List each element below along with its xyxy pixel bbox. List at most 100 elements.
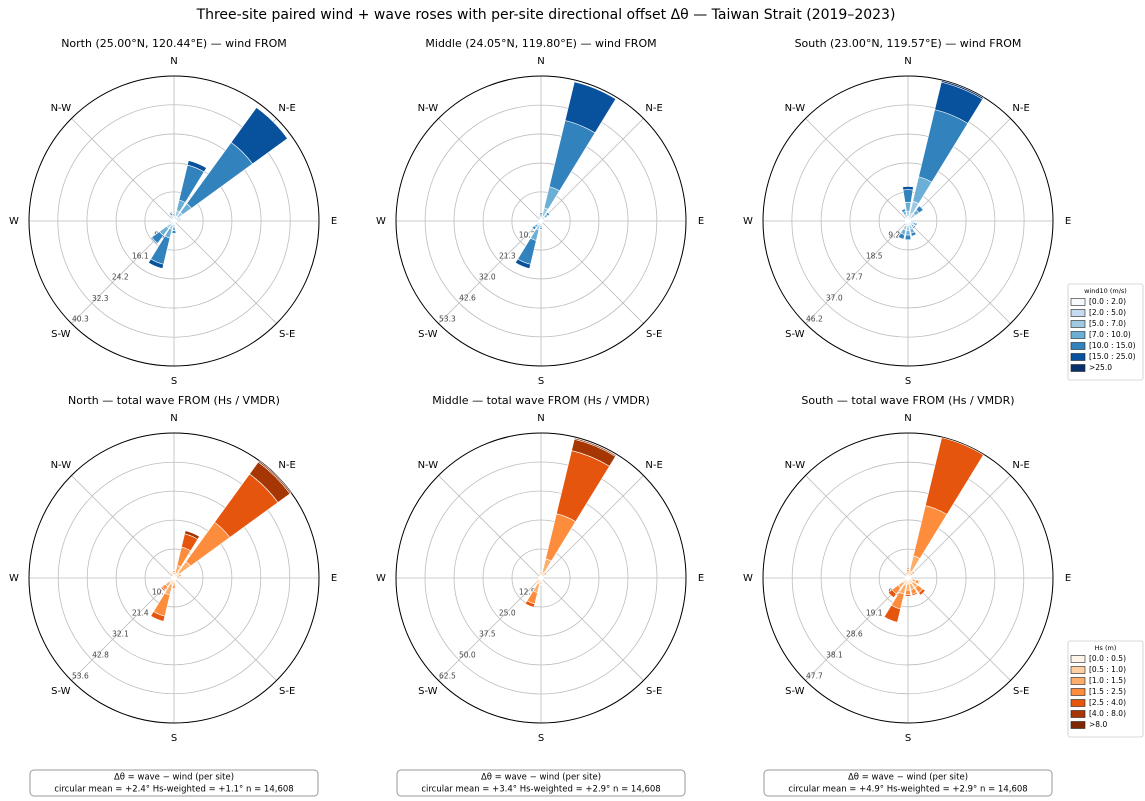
- grid-ring: [482, 519, 600, 637]
- rose-segment: [539, 212, 543, 216]
- grid-ring: [849, 519, 967, 637]
- legend-swatch: [1070, 688, 1086, 696]
- legend-box: [1067, 640, 1144, 738]
- legend-label: [5.0 : 7.0): [1089, 319, 1126, 328]
- grid-ring: [115, 162, 233, 280]
- radial-tick-label: 25.0: [499, 609, 516, 618]
- spoke: [907, 220, 1011, 324]
- legend-label: [7.0 : 10.0): [1089, 330, 1131, 339]
- rose-segment: [883, 604, 901, 623]
- radial-tick-label: 37.0: [826, 294, 843, 303]
- annotation-line: circular mean = +3.4° Hs-weighted = +2.9…: [421, 785, 660, 795]
- direction-label: S-W: [418, 329, 438, 340]
- rose-segment: [545, 211, 551, 217]
- direction-label: N-E: [645, 460, 662, 471]
- subplot-title: Middle — total wave FROM (Hs / VMDR): [432, 394, 650, 407]
- legend-label: [1.5 : 2.5): [1089, 687, 1126, 696]
- legend-swatch: [1070, 298, 1086, 306]
- rose-segment: [902, 189, 914, 203]
- direction-label: S-W: [51, 329, 71, 340]
- rose-segment: [257, 460, 292, 495]
- radial-tick-label: 32.0: [479, 273, 496, 282]
- rose-segment: [538, 573, 541, 576]
- rose-segment: [906, 568, 910, 570]
- rose-segment: [537, 215, 541, 218]
- rose-segment: [904, 578, 907, 581]
- rose-segment: [171, 230, 177, 234]
- spoke: [805, 475, 909, 579]
- rose-segment: [172, 569, 176, 571]
- spoke: [540, 577, 644, 681]
- direction-label: S-E: [1013, 329, 1029, 340]
- direction-label: S: [905, 376, 911, 387]
- direction-label: S: [538, 733, 544, 744]
- grid-ring: [511, 548, 571, 608]
- subplot-title: North (25.00°N, 120.44°E) — wind FROM: [61, 37, 287, 50]
- rose-segment: [188, 159, 208, 169]
- direction-label: N: [170, 56, 177, 67]
- spoke: [805, 118, 909, 222]
- radial-tick-label: 28.6: [846, 630, 863, 639]
- rose-segment: [911, 591, 918, 597]
- direction-label: N-W: [51, 460, 72, 471]
- figure-title: Three-site paired wind + wave roses with…: [196, 7, 896, 23]
- rose-segment: [904, 571, 908, 574]
- rose-segment: [897, 232, 906, 240]
- rose-segment: [184, 530, 200, 540]
- rose-segment: [544, 571, 548, 575]
- grid-ring: [453, 133, 629, 309]
- annotation-box: [763, 769, 1053, 797]
- legend-swatch: [1070, 320, 1086, 328]
- spoke: [71, 475, 175, 579]
- rose-segment: [912, 225, 917, 230]
- spoke: [71, 577, 175, 681]
- polar-frame: [28, 75, 320, 367]
- grid-ring: [820, 490, 996, 666]
- radial-tick-label: 53.3: [439, 315, 456, 324]
- legend-swatch: [1070, 655, 1086, 663]
- legend-label: [0.5 : 1.0): [1089, 665, 1126, 674]
- radial-tick-label: 62.5: [439, 672, 456, 681]
- rose-segment: [909, 575, 912, 578]
- legend-title: Hs (m): [1095, 644, 1117, 652]
- rose-segment: [170, 572, 174, 575]
- legend-box: [1067, 283, 1144, 381]
- rose-segment: [531, 225, 537, 231]
- grid-ring: [86, 490, 262, 666]
- grid-ring: [115, 519, 233, 637]
- direction-label: S: [905, 733, 911, 744]
- spoke: [71, 118, 175, 222]
- rose-segment: [524, 600, 536, 608]
- direction-label: N-W: [51, 103, 72, 114]
- direction-label: E: [1065, 216, 1071, 227]
- legend-label: [2.0 : 5.0): [1089, 308, 1126, 317]
- legend-swatch: [1070, 677, 1086, 685]
- legend-label: [10.0 : 15.0): [1089, 341, 1136, 350]
- rose-segment: [171, 233, 177, 235]
- radial-tick-label: 10.7: [519, 231, 536, 240]
- rose-segment: [887, 589, 897, 599]
- legend-swatch: [1070, 353, 1086, 361]
- annotation-line: circular mean = +4.9° Hs-weighted = +2.9…: [788, 785, 1027, 795]
- annotation-line: circular mean = +2.4° Hs-weighted = +1.1…: [54, 785, 293, 795]
- polar-frame: [28, 432, 320, 724]
- direction-label: W: [9, 216, 19, 227]
- rose-segment: [539, 227, 543, 230]
- rose-segment: [230, 107, 288, 165]
- spoke: [907, 577, 1011, 681]
- direction-label: S-W: [418, 686, 438, 697]
- spoke: [173, 220, 277, 324]
- annotation-line: Δθ = wave − wind (per site): [481, 773, 601, 783]
- grid-ring: [482, 162, 600, 280]
- grid-ring: [86, 133, 262, 309]
- rose-segment: [150, 236, 159, 245]
- rose-segment: [172, 213, 176, 216]
- direction-label: S-W: [785, 686, 805, 697]
- grid-ring: [511, 191, 571, 251]
- legend-swatch: [1070, 699, 1086, 707]
- spoke: [540, 220, 644, 324]
- direction-label: N-E: [278, 103, 295, 114]
- radial-tick-label: 12.5: [519, 588, 536, 597]
- direction-label: S: [538, 376, 544, 387]
- direction-label: N-W: [418, 460, 439, 471]
